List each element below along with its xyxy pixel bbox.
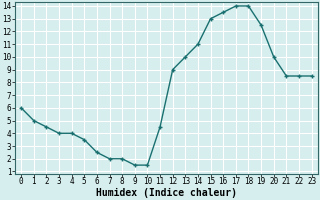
X-axis label: Humidex (Indice chaleur): Humidex (Indice chaleur) — [96, 188, 237, 198]
